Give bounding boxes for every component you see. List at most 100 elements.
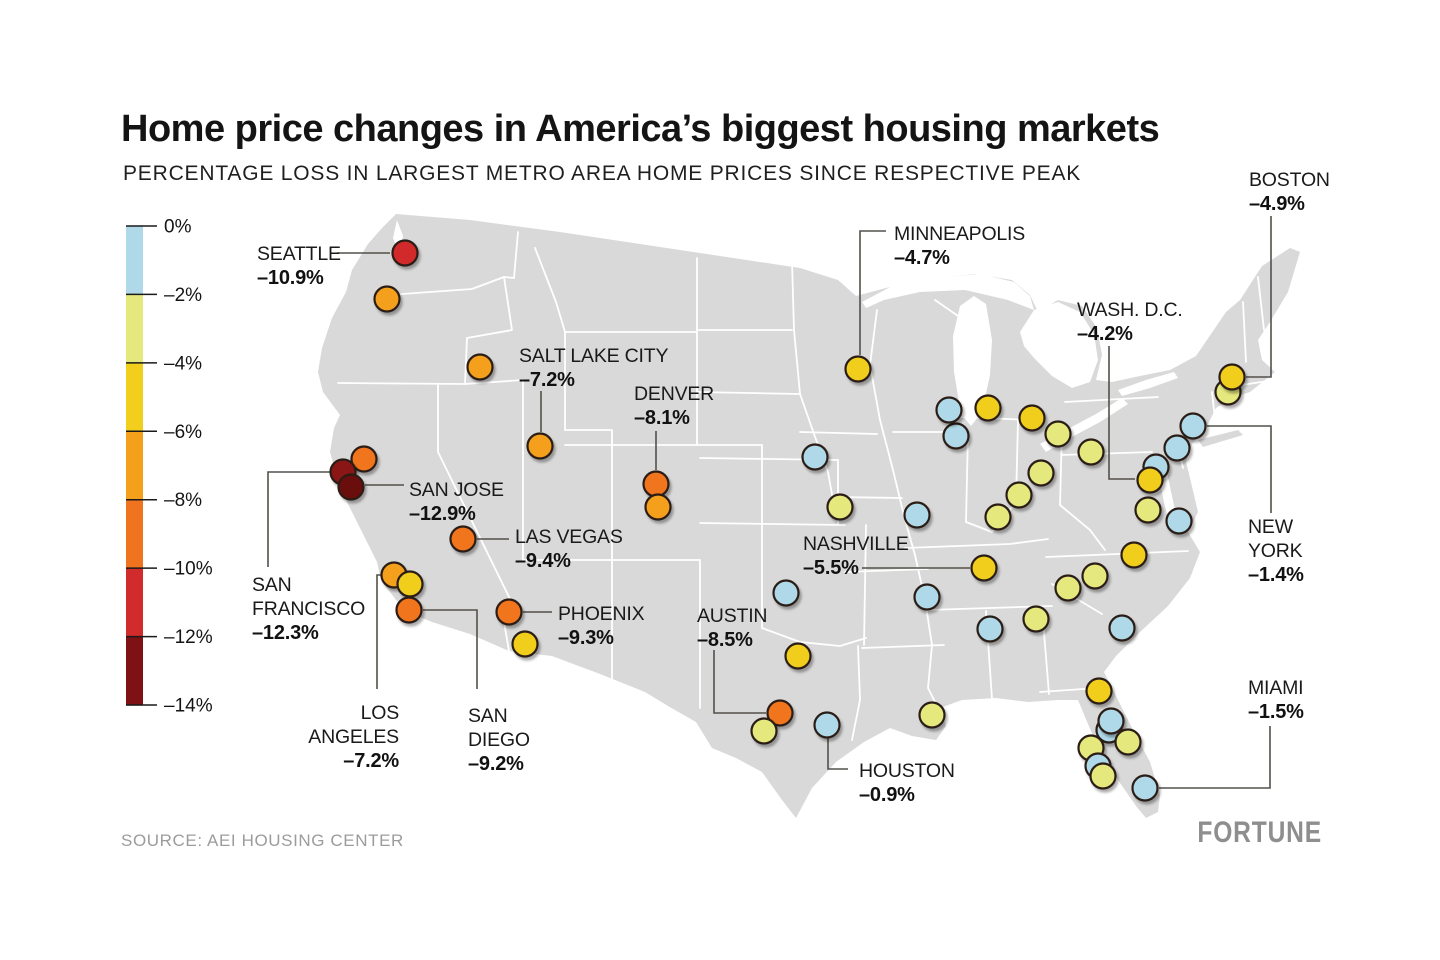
subtitle: PERCENTAGE LOSS IN LARGEST METRO AREA HO… bbox=[123, 162, 1082, 185]
metro-dot bbox=[644, 493, 672, 521]
metro-dot bbox=[1120, 541, 1148, 569]
callout-wash-d-c-: WASH. D.C.–4.2% bbox=[1077, 299, 1183, 345]
callout-city-name: DENVER bbox=[634, 383, 714, 405]
metro-dot bbox=[918, 701, 946, 729]
metro-dot bbox=[1018, 404, 1046, 432]
legend-segment bbox=[126, 294, 143, 364]
metro-dot bbox=[1089, 762, 1117, 790]
metro-dot bbox=[1114, 728, 1142, 756]
legend-segment bbox=[126, 431, 143, 501]
callout-loss-value: –9.2% bbox=[468, 753, 524, 775]
callout-loss-value: –4.2% bbox=[1077, 323, 1133, 345]
leader-line-boston bbox=[1246, 216, 1272, 378]
callout-loss-value: –7.2% bbox=[343, 750, 399, 772]
metro-dot bbox=[337, 473, 365, 501]
metro-dot bbox=[391, 239, 419, 267]
page-title: Home price changes in America’s biggest … bbox=[121, 108, 1160, 150]
callout-denver: DENVER–8.1% bbox=[634, 383, 714, 429]
metro-dot bbox=[511, 630, 539, 658]
callout-leader-lines bbox=[267, 216, 1272, 789]
callout-san-jose: SAN JOSE–12.9% bbox=[409, 479, 504, 525]
legend-segment bbox=[126, 568, 143, 638]
metro-dot bbox=[1005, 481, 1033, 509]
metro-dot bbox=[984, 503, 1012, 531]
callout-city-name: AUSTIN bbox=[697, 605, 767, 627]
metro-dot bbox=[1131, 774, 1159, 802]
callout-boston: BOSTON–4.9% bbox=[1249, 169, 1330, 215]
fortune-logo: FORTUNE bbox=[1197, 816, 1322, 849]
callout-city-name: NEW bbox=[1248, 516, 1294, 538]
leader-line-new-york bbox=[1207, 425, 1272, 513]
callout-city-name: SAN bbox=[252, 574, 292, 596]
metro-dot bbox=[784, 642, 812, 670]
metro-dot bbox=[826, 493, 854, 521]
callout-loss-value: –5.5% bbox=[803, 557, 859, 579]
lake-michigan bbox=[953, 296, 992, 426]
metro-dot bbox=[495, 598, 523, 626]
callout-city-name: DIEGO bbox=[468, 729, 530, 751]
legend-tick-label: –12% bbox=[164, 627, 213, 648]
leader-line-san-francisco bbox=[267, 471, 330, 567]
leader-line-miami bbox=[1159, 726, 1271, 789]
callout-loss-value: –9.4% bbox=[515, 550, 571, 572]
callout-city-name: LOS bbox=[361, 702, 400, 724]
callout-labels: SEATTLE–10.9%SALT LAKE CITY–7.2%DENVER–8… bbox=[252, 169, 1330, 806]
metro-dot bbox=[1136, 466, 1164, 494]
callout-city-name: BOSTON bbox=[1249, 169, 1330, 191]
metro-dot bbox=[813, 711, 841, 739]
leader-line-wash-d-c- bbox=[1108, 346, 1135, 480]
legend-tick-label: –4% bbox=[164, 353, 202, 374]
metro-dot bbox=[1165, 507, 1193, 535]
callout-loss-value: –9.3% bbox=[558, 627, 614, 649]
metro-dot bbox=[974, 394, 1002, 422]
metro-dot bbox=[1077, 438, 1105, 466]
legend-tick-label: –10% bbox=[164, 559, 213, 580]
callout-loss-value: –7.2% bbox=[519, 369, 575, 391]
callout-city-name: NASHVILLE bbox=[803, 533, 909, 555]
leader-line-los-angeles bbox=[376, 574, 382, 689]
metro-dot bbox=[526, 432, 554, 460]
callout-loss-value: –8.1% bbox=[634, 407, 690, 429]
leader-line-austin bbox=[713, 650, 766, 714]
metro-dots bbox=[329, 239, 1246, 802]
lake-superior bbox=[862, 274, 1034, 310]
metro-dot bbox=[396, 570, 424, 598]
metro-dot bbox=[466, 353, 494, 381]
callout-loss-value: –1.4% bbox=[1248, 564, 1304, 586]
legend-segment bbox=[126, 362, 143, 432]
callout-city-name: SAN bbox=[468, 705, 508, 727]
callout-city-name: PHOENIX bbox=[558, 603, 645, 625]
metro-dot bbox=[942, 422, 970, 450]
metro-dot bbox=[766, 699, 794, 727]
callout-loss-value: –0.9% bbox=[859, 784, 915, 806]
callout-city-name: FRANCISCO bbox=[252, 598, 365, 620]
metro-dot bbox=[903, 501, 931, 529]
color-scale-legend: 0% –2% –4% –6% –8% –10% –12% –14% bbox=[126, 217, 213, 717]
callout-city-name: HOUSTON bbox=[859, 760, 955, 782]
metro-dot bbox=[1081, 562, 1109, 590]
callout-austin: AUSTIN–8.5% bbox=[697, 605, 768, 651]
callout-phoenix: PHOENIX–9.3% bbox=[558, 603, 645, 649]
callout-loss-value: –8.5% bbox=[697, 629, 753, 651]
legend-segment bbox=[126, 499, 143, 569]
metro-dot bbox=[1044, 420, 1072, 448]
metro-dot bbox=[449, 525, 477, 553]
callout-loss-value: –12.9% bbox=[409, 503, 476, 525]
metro-dot bbox=[970, 554, 998, 582]
callout-city-name: ANGELES bbox=[308, 726, 399, 748]
lake-huron bbox=[1020, 302, 1098, 388]
metro-dot bbox=[935, 396, 963, 424]
metro-dot bbox=[913, 583, 941, 611]
callout-city-name: MINNEAPOLIS bbox=[894, 223, 1025, 245]
callout-salt-lake-city: SALT LAKE CITY–7.2% bbox=[519, 345, 669, 391]
legend-tick-label: 0% bbox=[164, 217, 192, 238]
metro-dot bbox=[373, 285, 401, 313]
metro-dot bbox=[844, 355, 872, 383]
metro-dot bbox=[1027, 459, 1055, 487]
